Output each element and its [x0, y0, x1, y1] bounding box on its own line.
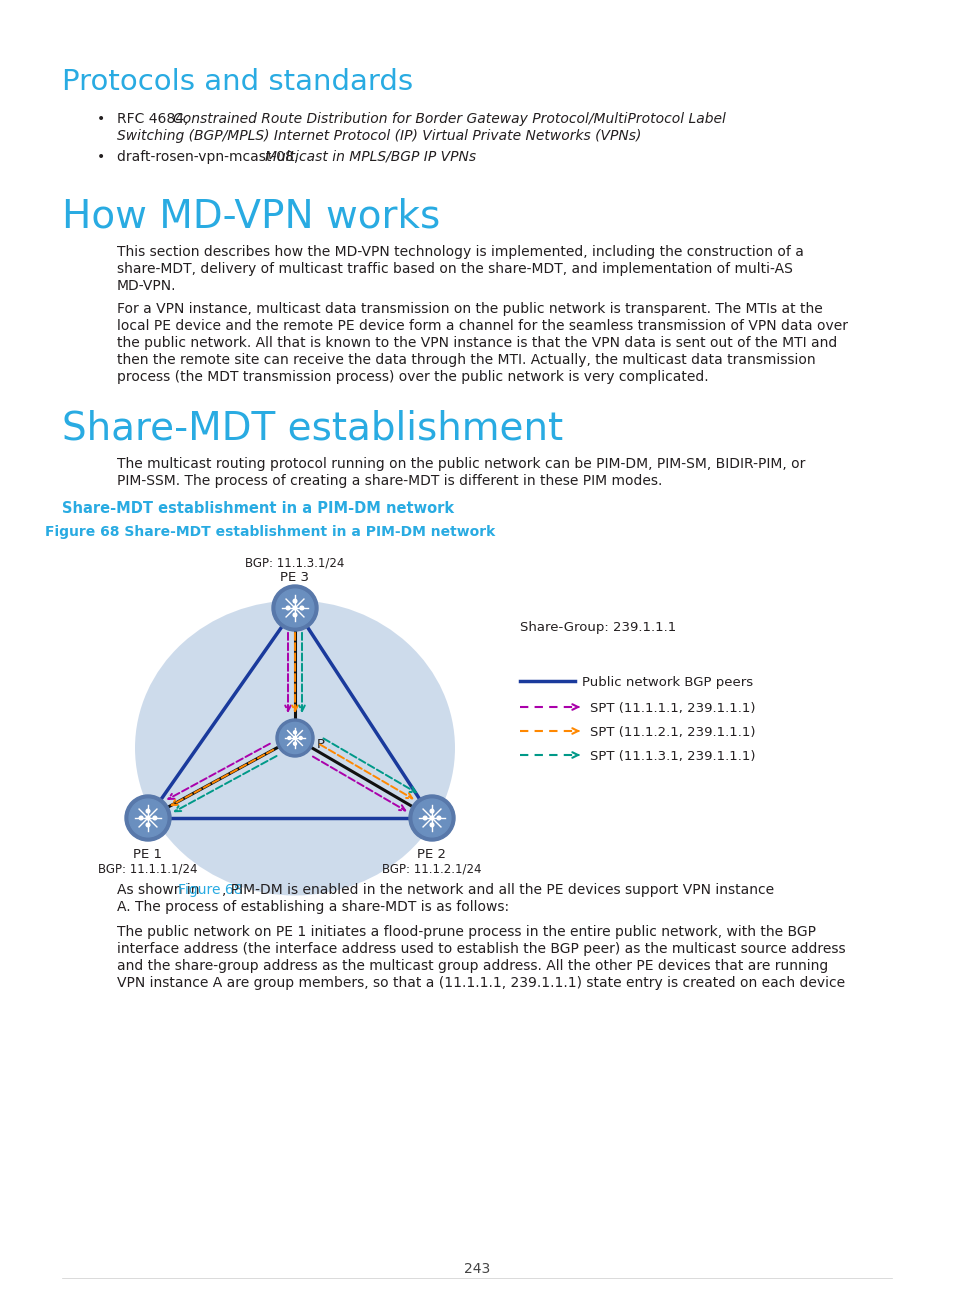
Text: Share-Group: 239.1.1.1: Share-Group: 239.1.1.1	[519, 621, 676, 634]
Text: Constrained Route Distribution for Border Gateway Protocol/MultiProtocol Label: Constrained Route Distribution for Borde…	[172, 111, 725, 126]
Text: draft-rosen-vpn-mcast-08,: draft-rosen-vpn-mcast-08,	[117, 150, 302, 165]
Text: PIM-SSM. The process of creating a share-MDT is different in these PIM modes.: PIM-SSM. The process of creating a share…	[117, 474, 661, 489]
Text: •: •	[97, 111, 105, 126]
Text: SPT (11.1.3.1, 239.1.1.1): SPT (11.1.3.1, 239.1.1.1)	[589, 750, 755, 763]
Ellipse shape	[135, 600, 455, 896]
Circle shape	[129, 800, 167, 837]
Circle shape	[294, 731, 296, 734]
Text: Multicast in MPLS/BGP IP VPNs: Multicast in MPLS/BGP IP VPNs	[265, 150, 476, 165]
Circle shape	[279, 722, 311, 753]
Text: A. The process of establishing a share-MDT is as follows:: A. The process of establishing a share-M…	[117, 899, 509, 914]
Text: 243: 243	[463, 1262, 490, 1277]
Circle shape	[300, 607, 303, 610]
Text: share-MDT, delivery of multicast traffic based on the share-MDT, and implementat: share-MDT, delivery of multicast traffic…	[117, 262, 792, 276]
Text: Public network BGP peers: Public network BGP peers	[581, 677, 752, 689]
Circle shape	[146, 823, 150, 827]
Circle shape	[293, 607, 296, 610]
Text: process (the MDT transmission process) over the public network is very complicat: process (the MDT transmission process) o…	[117, 369, 708, 384]
Circle shape	[125, 794, 171, 841]
Circle shape	[272, 584, 317, 631]
Circle shape	[275, 590, 314, 627]
Text: the public network. All that is known to the VPN instance is that the VPN data i: the public network. All that is known to…	[117, 336, 837, 350]
Text: interface address (the interface address used to establish the BGP peer) as the : interface address (the interface address…	[117, 942, 844, 956]
Circle shape	[152, 816, 156, 820]
Circle shape	[139, 816, 143, 820]
Text: SPT (11.1.1.1, 239.1.1.1): SPT (11.1.1.1, 239.1.1.1)	[589, 702, 755, 715]
Circle shape	[146, 809, 150, 813]
Text: Figure 68: Figure 68	[178, 883, 242, 897]
Circle shape	[146, 816, 150, 820]
Circle shape	[294, 743, 296, 745]
Circle shape	[286, 607, 290, 610]
Text: •: •	[97, 150, 105, 165]
Circle shape	[436, 816, 440, 820]
Circle shape	[299, 736, 302, 740]
Text: Share-MDT establishment: Share-MDT establishment	[62, 410, 562, 447]
Text: local PE device and the remote PE device form a channel for the seamless transmi: local PE device and the remote PE device…	[117, 319, 847, 333]
Text: Switching (BGP/MPLS) Internet Protocol (IP) Virtual Private Networks (VPNs): Switching (BGP/MPLS) Internet Protocol (…	[117, 130, 640, 143]
Text: BGP: 11.1.2.1/24: BGP: 11.1.2.1/24	[382, 862, 481, 875]
Text: BGP: 11.1.1.1/24: BGP: 11.1.1.1/24	[98, 862, 197, 875]
Circle shape	[430, 823, 434, 827]
Text: SPT (11.1.2.1, 239.1.1.1): SPT (11.1.2.1, 239.1.1.1)	[589, 726, 755, 739]
Text: How MD-VPN works: How MD-VPN works	[62, 197, 439, 235]
Text: BGP: 11.1.3.1/24: BGP: 11.1.3.1/24	[245, 557, 344, 570]
Text: Figure 68 Share-MDT establishment in a PIM-DM network: Figure 68 Share-MDT establishment in a P…	[45, 525, 495, 539]
Circle shape	[423, 816, 427, 820]
Text: MD-VPN.: MD-VPN.	[117, 279, 176, 293]
Circle shape	[409, 794, 455, 841]
Circle shape	[275, 719, 314, 757]
Circle shape	[288, 736, 291, 740]
Circle shape	[294, 736, 296, 740]
Text: P: P	[316, 737, 325, 750]
Text: Share-MDT establishment in a PIM-DM network: Share-MDT establishment in a PIM-DM netw…	[62, 502, 454, 516]
Circle shape	[293, 613, 296, 617]
Text: For a VPN instance, multicast data transmission on the public network is transpa: For a VPN instance, multicast data trans…	[117, 302, 821, 316]
Text: and the share-group address as the multicast group address. All the other PE dev: and the share-group address as the multi…	[117, 959, 827, 973]
Text: PE 3: PE 3	[280, 572, 309, 584]
Text: , PIM-DM is enabled in the network and all the PE devices support VPN instance: , PIM-DM is enabled in the network and a…	[222, 883, 773, 897]
Text: RFC 4684,: RFC 4684,	[117, 111, 193, 126]
Text: Protocols and standards: Protocols and standards	[62, 67, 413, 96]
Text: As shown in: As shown in	[117, 883, 204, 897]
Circle shape	[413, 800, 451, 837]
Text: PE 2: PE 2	[417, 848, 446, 861]
Circle shape	[293, 599, 296, 603]
Text: PE 1: PE 1	[133, 848, 162, 861]
Circle shape	[430, 809, 434, 813]
Text: The multicast routing protocol running on the public network can be PIM-DM, PIM-: The multicast routing protocol running o…	[117, 457, 804, 470]
Text: VPN instance A are group members, so that a (11.1.1.1, 239.1.1.1) state entry is: VPN instance A are group members, so tha…	[117, 976, 844, 990]
Text: then the remote site can receive the data through the MTI. Actually, the multica: then the remote site can receive the dat…	[117, 353, 815, 367]
Text: The public network on PE 1 initiates a flood-prune process in the entire public : The public network on PE 1 initiates a f…	[117, 925, 815, 940]
Text: This section describes how the MD-VPN technology is implemented, including the c: This section describes how the MD-VPN te…	[117, 245, 803, 259]
Circle shape	[430, 816, 434, 820]
